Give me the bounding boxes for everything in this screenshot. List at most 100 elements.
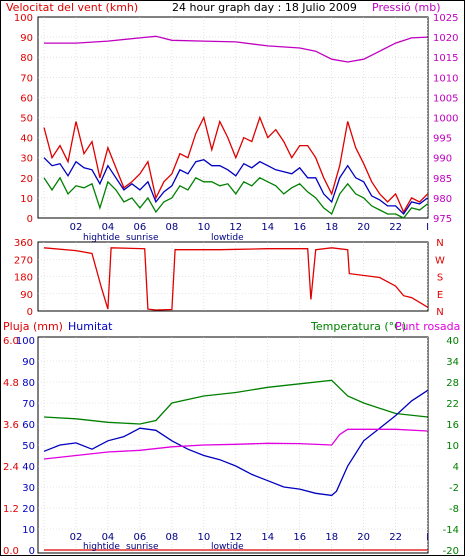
compass-tick-label: N <box>436 238 443 249</box>
humidity-tick-label: 50 <box>22 441 35 452</box>
direction-tick-label: 0 <box>27 307 33 318</box>
x-tick-label: 04 <box>102 532 115 543</box>
x-tick-label: 06 <box>134 532 147 543</box>
humidity-tick-label: 20 <box>22 504 35 515</box>
series-average <box>43 157 428 216</box>
event-hightide-1: hightide <box>83 233 120 243</box>
rain-tick-label: 0.0 <box>3 546 19 556</box>
temperature-tick-label: -2 <box>449 483 459 494</box>
humidity-tick-label: 80 <box>22 378 35 389</box>
compass-tick-label: N <box>436 307 443 318</box>
pressure-tick-label: 1005 <box>433 93 458 104</box>
x-tick-label: I <box>426 532 429 543</box>
wind-pressure-series <box>43 35 429 219</box>
wind-tick-label: 20 <box>20 174 33 185</box>
x-tick-label: 18 <box>325 222 338 233</box>
humidity-y-axis: 0 10 20 30 40 50 60 70 80 90 100 <box>16 336 35 556</box>
x-tick-label: I <box>426 222 429 233</box>
wind-tick-label: 80 <box>20 53 33 64</box>
x-tick-label: 14 <box>261 222 274 233</box>
event-hightide-2: hightide <box>83 542 120 552</box>
compass-tick-label: W <box>435 255 445 266</box>
direction-y-axis: 0 90 180 270 360 <box>14 238 33 318</box>
humidity-tick-label: 60 <box>22 420 35 431</box>
rain-tick-label: 2.4 <box>3 462 19 473</box>
temperature-tick-label: -14 <box>443 525 459 536</box>
x-tick-label: 20 <box>357 222 370 233</box>
wind-tick-label: 70 <box>20 73 33 84</box>
pressure-tick-label: 1015 <box>433 53 458 64</box>
temperature-tick-label: 4 <box>453 462 459 473</box>
temperature-tick-label: 16 <box>446 420 459 431</box>
event-sunrise-1: sunrise <box>126 233 159 243</box>
direction-tick-label: 90 <box>20 290 33 301</box>
wind-direction-series <box>43 247 428 311</box>
temperature-tick-label: 22 <box>446 399 459 410</box>
event-lowtide-1: lowtide <box>211 233 244 243</box>
header-pressure-label: Pressió (mb) <box>372 1 441 14</box>
rain-tick-label: 1.2 <box>3 504 19 515</box>
temp-x-axis: 02 04 06 08 10 12 14 16 18 20 22 I <box>70 532 429 543</box>
direction-tick-label: 360 <box>14 238 33 249</box>
series-pressure <box>44 35 428 63</box>
direction-tick-label: 270 <box>14 255 33 266</box>
temp-humidity-series <box>43 379 428 551</box>
pressure-tick-label: 1010 <box>433 73 458 84</box>
header-wind-label: Velocitat del vent (kmh) <box>6 1 138 14</box>
rain-tick-label: 6.0 <box>3 336 19 347</box>
humidity-tick-label: 90 <box>22 357 35 368</box>
header-title: 24 hour graph day : 18 Julio 2009 <box>172 1 357 14</box>
compass-tick-label: S <box>437 273 443 284</box>
temperature-tick-label: 40 <box>446 336 459 347</box>
series-gust <box>43 115 429 214</box>
x-tick-label: 16 <box>293 532 306 543</box>
event-sunrise-2: sunrise <box>126 542 159 552</box>
humidity-tick-label: 100 <box>16 336 35 347</box>
wind-tick-label: 100 <box>14 13 33 24</box>
wind-tick-label: 60 <box>20 93 33 104</box>
series-direction <box>43 247 428 311</box>
x-tick-label: 08 <box>166 222 179 233</box>
humidity-tick-label: 10 <box>22 525 35 536</box>
dewpoint-label: Punt rosada <box>395 320 460 333</box>
x-tick-label: 22 <box>389 222 402 233</box>
temperature-tick-label: 28 <box>446 378 459 389</box>
rain-label: Pluja (mm) <box>3 320 63 333</box>
pressure-tick-label: 975 <box>433 214 452 225</box>
x-tick-label: 08 <box>166 532 179 543</box>
x-tick-label: 14 <box>261 532 274 543</box>
pressure-tick-label: 985 <box>433 174 452 185</box>
x-tick-label: 02 <box>70 532 83 543</box>
x-tick-label: 10 <box>197 222 210 233</box>
x-tick-label: 12 <box>229 222 242 233</box>
rain-tick-label: 4.8 <box>3 378 19 389</box>
wind-x-axis: 02 04 06 08 10 12 14 16 18 20 22 I <box>70 222 429 233</box>
series-humidity <box>43 389 428 497</box>
wind-tick-label: 40 <box>20 134 33 145</box>
series-low <box>43 176 428 219</box>
x-tick-label: 16 <box>293 222 306 233</box>
x-tick-label: 04 <box>102 222 115 233</box>
rain-y-axis: 0.0 1.2 2.4 3.6 4.8 6.0 <box>3 336 19 556</box>
wind-tick-label: 30 <box>20 154 33 165</box>
series-temperature <box>43 379 428 425</box>
x-tick-label: 02 <box>70 222 83 233</box>
temperature-y-axis: -20 -14 -8 -2 4 10 16 22 28 34 40 <box>443 336 459 556</box>
x-tick-label: 20 <box>357 532 370 543</box>
series-dewpoint <box>43 428 428 460</box>
compass-tick-label: E <box>437 290 443 301</box>
x-tick-label: 22 <box>389 532 402 543</box>
wind-pressure-grid <box>38 17 428 218</box>
wind-direction-grid <box>38 242 428 311</box>
temperature-tick-label: -8 <box>449 504 459 515</box>
wind-tick-label: 10 <box>20 194 33 205</box>
temperature-tick-label: 34 <box>446 357 459 368</box>
rain-tick-label: 3.6 <box>3 420 19 431</box>
pressure-tick-label: 1020 <box>433 33 458 44</box>
pressure-tick-label: 1000 <box>433 114 458 125</box>
x-tick-label: 10 <box>197 532 210 543</box>
wind-tick-label: 90 <box>20 33 33 44</box>
pressure-y-axis: 975 980 985 990 995 1000 1005 1010 1015 1020 1025 <box>433 13 458 225</box>
